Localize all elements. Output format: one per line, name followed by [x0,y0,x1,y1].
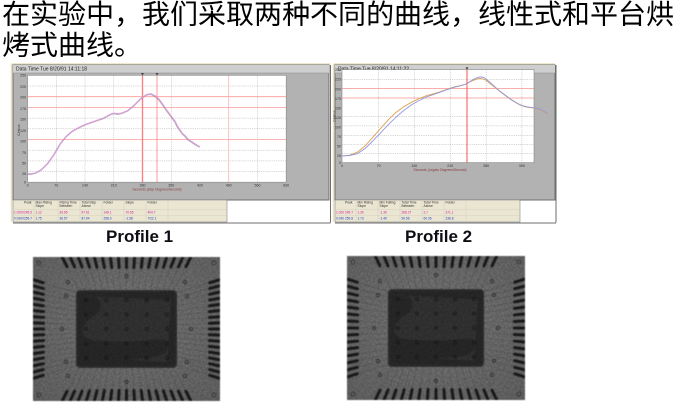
svg-text:100: 100 [20,140,26,144]
svg-text:39.96: 39.96 [60,210,68,214]
svg-text:97.61: 97.61 [82,210,90,214]
svg-text:225: 225 [20,85,26,89]
svg-text:50: 50 [337,144,341,148]
svg-text:Celsius: Celsius [333,110,337,121]
svg-text:280: 280 [483,164,489,168]
svg-text:-1.46: -1.46 [380,217,387,221]
svg-text:75: 75 [337,135,341,139]
svg-text:Slope: Slope [358,204,367,208]
svg-text:420: 420 [197,184,203,188]
svg-text:200: 200 [335,87,341,91]
svg-text:236.8: 236.8 [446,217,454,221]
svg-text:Folder: Folder [446,201,456,205]
svg-text:175: 175 [20,107,26,111]
svg-text:150: 150 [335,106,341,110]
svg-text:90.56: 90.56 [402,217,410,221]
svg-text:50: 50 [22,162,26,166]
svg-text:490: 490 [226,184,232,188]
svg-text:Seconds (Legato Degrees/Second: Seconds (Legato Degrees/Second) [414,168,467,172]
svg-text:630: 630 [283,184,289,188]
svg-text:250: 250 [335,68,341,72]
svg-text:Above: Above [424,204,434,208]
svg-text:150: 150 [20,118,26,122]
svg-text:1.30: 1.30 [358,210,364,214]
svg-text:0: 0 [27,184,29,188]
svg-text:175: 175 [335,97,341,101]
svg-text:7/22.1: 7/22.1 [148,217,157,221]
svg-text:2.7: 2.7 [424,210,429,214]
svg-text:Slope: Slope [126,201,135,205]
svg-text:Above: Above [82,204,92,208]
svg-text:250: 250 [20,74,26,78]
svg-text:87.94: 87.94 [82,217,90,221]
svg-text:259.7: 259.7 [24,217,32,221]
svg-text:100: 100 [335,125,341,129]
svg-text:1.0200: 1.0200 [14,210,24,214]
svg-text:1.75: 1.75 [36,217,42,221]
svg-text:0.0300: 0.0300 [14,217,24,221]
svg-text:Between: Between [402,204,415,208]
svg-text:1.12: 1.12 [36,210,42,214]
svg-text:25: 25 [337,154,341,158]
svg-text:Slope: Slope [36,204,45,208]
svg-text:Data Time Tue 8/20/91 14:11:18: Data Time Tue 8/20/91 14:11:18 [16,67,87,73]
svg-text:Seconds (step Degrees/Second): Seconds (step Degrees/Second) [132,187,181,191]
svg-text:258.0: 258.0 [104,217,112,221]
svg-text:Celsius: Celsius [17,124,21,135]
svg-text:210: 210 [111,184,117,188]
svg-text:70.65: 70.65 [126,210,134,214]
svg-text:350: 350 [519,164,525,168]
svg-text:Folder: Folder [148,201,158,205]
svg-text:371.1: 371.1 [446,210,454,214]
svg-text:-1.30: -1.30 [380,210,387,214]
svg-text:560: 560 [255,184,261,188]
svg-text:259.8: 259.8 [345,217,353,221]
svg-text:Between: Between [60,204,73,208]
svg-text:0.030: 0.030 [336,217,344,221]
svg-text:200: 200 [20,96,26,100]
svg-text:1.73: 1.73 [358,217,364,221]
svg-text:36.57: 36.57 [60,217,68,221]
svg-text:225: 225 [335,78,341,82]
svg-text:0: 0 [341,164,343,168]
svg-text:404.7: 404.7 [148,210,156,214]
svg-text:Folder: Folder [104,201,114,205]
svg-text:70: 70 [377,164,381,168]
svg-text:60.06: 60.06 [424,217,432,221]
svg-text:25: 25 [22,172,26,176]
svg-text:245.5: 245.5 [24,210,32,214]
svg-text:245.7: 245.7 [345,210,353,214]
svg-text:Slope: Slope [380,204,389,208]
svg-text:Peak: Peak [24,201,32,205]
svg-text:70: 70 [54,184,58,188]
svg-text:-1.58: -1.58 [126,217,133,221]
svg-text:268.27: 268.27 [402,210,412,214]
svg-text:75: 75 [22,151,26,155]
svg-text:1.020: 1.020 [336,210,344,214]
svg-text:148.1: 148.1 [104,210,112,214]
svg-text:140: 140 [82,184,88,188]
svg-text:Peak: Peak [345,201,353,205]
